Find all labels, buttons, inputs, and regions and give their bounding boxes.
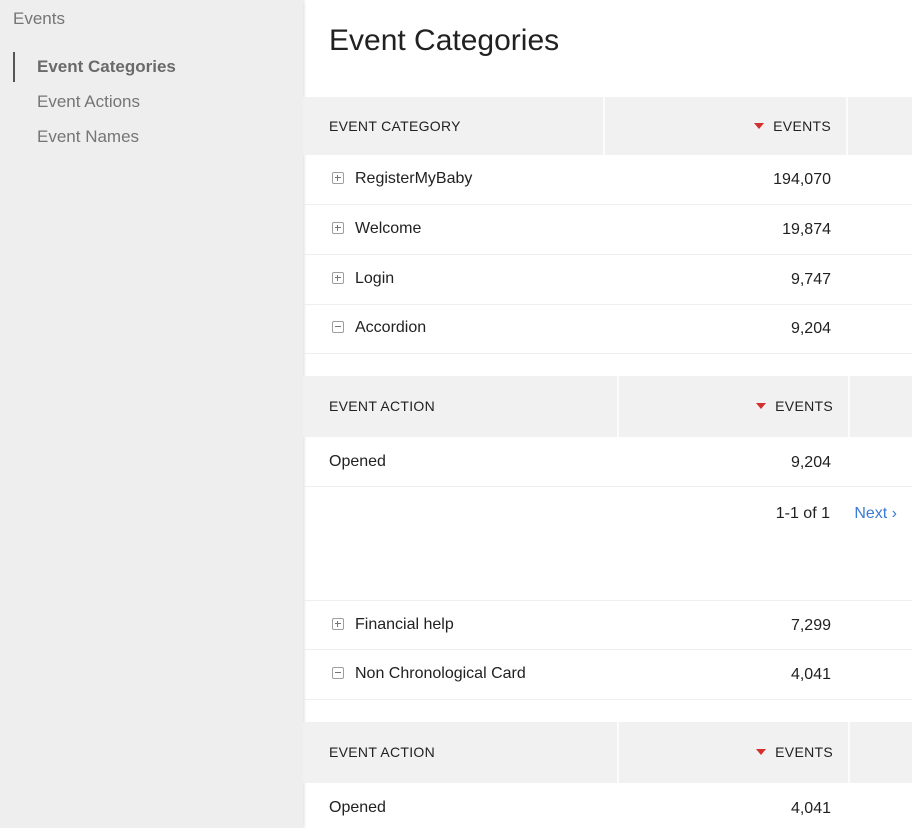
column-header-events-label: EVENTS	[773, 118, 831, 134]
column-header-events-label: EVENTS	[775, 744, 833, 760]
expand-icon[interactable]	[332, 272, 344, 284]
pagination: 1-1 of 1 Next ›	[303, 487, 912, 537]
expand-icon[interactable]	[332, 618, 344, 630]
sidebar-nav: Event Categories Event Actions Event Nam…	[13, 52, 176, 157]
column-header-event-category[interactable]: EVENT CATEGORY	[329, 118, 461, 134]
sort-descending-icon[interactable]	[754, 123, 765, 129]
row-label: Financial help	[355, 616, 454, 633]
column-header-event-action[interactable]: EVENT ACTION	[329, 744, 436, 760]
row-label: Non Chronological Card	[355, 665, 526, 682]
row-value: 4,041	[790, 800, 831, 817]
column-divider	[848, 376, 850, 437]
pagination-range: 1-1 of 1	[775, 505, 830, 522]
row-label: Opened	[329, 799, 386, 816]
page-title: Event Categories	[329, 24, 560, 57]
collapse-icon[interactable]	[332, 667, 344, 679]
sidebar-title: Events	[13, 9, 65, 28]
table-row[interactable]: RegisterMyBaby 194,070	[303, 155, 912, 205]
table-row[interactable]: Financial help 7,299	[303, 600, 912, 650]
row-value: 9,204	[790, 320, 831, 337]
table-header: EVENT CATEGORY EVENTS	[303, 97, 912, 155]
row-value: 7,299	[790, 617, 831, 634]
main-content: Event Categories EVENT CATEGORY EVENTS R…	[303, 0, 912, 828]
column-header-events-label: EVENTS	[775, 398, 833, 414]
row-label: Welcome	[355, 220, 422, 237]
sidebar-item-event-actions[interactable]: Event Actions	[37, 92, 141, 111]
column-header-events[interactable]: EVENTS	[756, 744, 833, 760]
expand-icon[interactable]	[332, 222, 344, 234]
table-row[interactable]: Non Chronological Card 4,041	[303, 650, 912, 700]
next-page-link[interactable]: Next ›	[854, 505, 897, 522]
column-header-events[interactable]: EVENTS	[754, 118, 831, 134]
row-label: Accordion	[355, 319, 427, 336]
sort-descending-icon[interactable]	[756, 403, 767, 409]
row-value: 19,874	[782, 221, 831, 238]
expand-icon[interactable]	[332, 172, 344, 184]
sidebar: Events Event Categories Event Actions Ev…	[0, 0, 303, 828]
column-header-event-action[interactable]: EVENT ACTION	[329, 398, 436, 414]
column-divider	[846, 97, 848, 155]
column-divider	[603, 97, 605, 155]
column-divider	[848, 722, 850, 783]
row-value: 194,070	[773, 171, 831, 188]
row-value: 9,204	[790, 454, 831, 471]
row-value: 4,041	[790, 666, 831, 683]
subtable-header: EVENT ACTION EVENTS	[303, 722, 912, 783]
table-row[interactable]: Welcome 19,874	[303, 205, 912, 255]
table-row[interactable]: Login 9,747	[303, 255, 912, 305]
column-divider	[617, 722, 619, 783]
subtable-header: EVENT ACTION EVENTS	[303, 376, 912, 437]
column-header-events[interactable]: EVENTS	[756, 398, 833, 414]
row-value: 9,747	[790, 271, 831, 288]
row-label: Opened	[329, 453, 386, 470]
table-row[interactable]: Accordion 9,204	[303, 304, 912, 354]
row-label: Login	[355, 270, 395, 287]
sidebar-item-event-categories[interactable]: Event Categories	[13, 52, 176, 87]
table-row[interactable]: Opened 4,041	[303, 783, 912, 828]
sort-descending-icon[interactable]	[756, 749, 767, 755]
column-divider	[617, 376, 619, 437]
table-row[interactable]: Opened 9,204	[303, 437, 912, 487]
sidebar-item-event-names[interactable]: Event Names	[37, 127, 140, 146]
collapse-icon[interactable]	[332, 321, 344, 333]
row-label: RegisterMyBaby	[355, 170, 473, 187]
